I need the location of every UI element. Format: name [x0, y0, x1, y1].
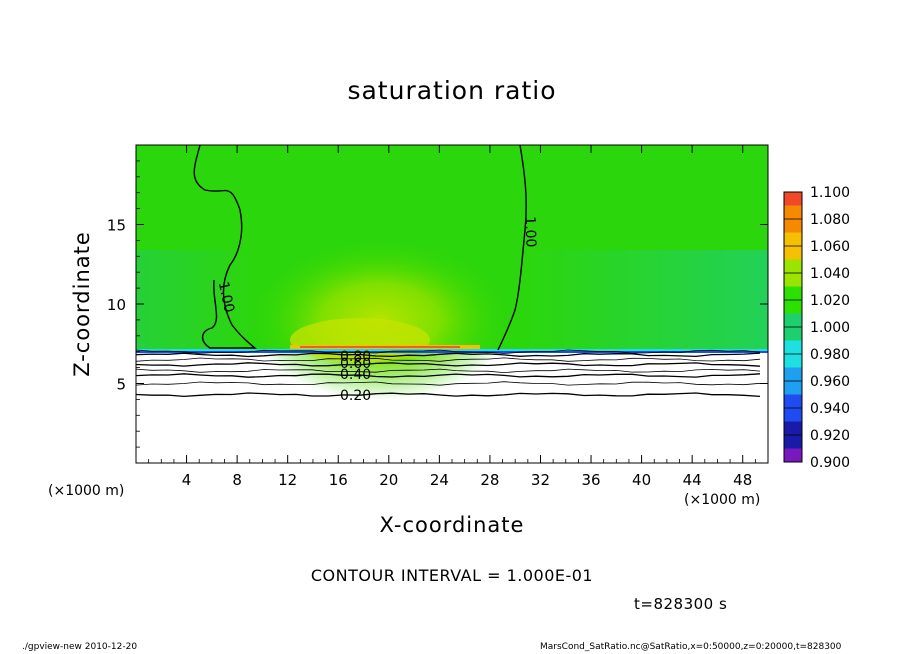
colorbar-segment	[784, 246, 802, 260]
colorbar-segment	[784, 273, 802, 287]
x-tick-label: 44	[683, 471, 702, 489]
colorbar-segment	[784, 259, 802, 273]
field-left-patch	[136, 250, 256, 352]
x-tick-label: 4	[182, 471, 192, 489]
contour-line	[136, 352, 761, 358]
colorbar-segment	[784, 327, 802, 341]
contour-label-100-right: 1.00	[521, 216, 538, 248]
y-tick-label: 5	[116, 376, 126, 394]
colorbar-label: 1.100	[810, 185, 850, 201]
contour-label-060: 0.60	[340, 356, 371, 372]
field-blue-band	[136, 351, 768, 353]
colorbar-segment	[784, 381, 802, 395]
colorbar-label: 0.980	[810, 347, 850, 363]
colorbar-label: 0.900	[810, 455, 850, 471]
contour-line	[136, 362, 761, 367]
contour-interval-value: 1.000E-01	[506, 566, 594, 585]
y-ticks: 5 10 15	[107, 160, 768, 448]
y-tick-label: 10	[107, 296, 126, 314]
contour-interval-label: CONTOUR INTERVAL = 1.000E-01	[310, 566, 594, 585]
x-tick-label: 40	[632, 471, 651, 489]
colorbar-segment	[784, 313, 802, 327]
contour-label-100-left: 1.00	[215, 280, 237, 314]
contour-label-080: 0.80	[340, 349, 371, 365]
y-axis-label: Z-coordinate	[70, 231, 94, 377]
x-tick-label: 36	[581, 471, 600, 489]
colorbar-label: 1.060	[810, 239, 850, 255]
colorbar-segment	[784, 192, 802, 206]
colorbar-label: 0.960	[810, 374, 850, 390]
contour-lines	[136, 349, 761, 398]
x-tick-label: 32	[531, 471, 550, 489]
colorbar-segment	[784, 408, 802, 422]
colorbar-segment	[784, 394, 802, 408]
colorbar-label: 0.920	[810, 428, 850, 444]
contour-label-020: 0.20	[340, 388, 371, 404]
contour-label-040: 0.40	[340, 367, 371, 383]
contour-line	[136, 373, 761, 378]
colorbar-segment	[784, 205, 802, 219]
colorbar-segment	[784, 435, 802, 449]
x-ticks: 4 8 12 16 20 24 28 32 36 40 44 48	[148, 145, 756, 489]
y-tick-label: 15	[107, 217, 126, 235]
colorbar-segment	[784, 232, 802, 246]
x-tick-label: 20	[379, 471, 398, 489]
colorbar-label: 1.020	[810, 293, 850, 309]
colorbar-segment	[784, 448, 802, 462]
footer-right: MarsCond_SatRatio.nc@SatRatio,x=0:50000,…	[540, 642, 842, 652]
colorbar-segment	[784, 300, 802, 314]
x-tick-label: 48	[733, 471, 752, 489]
colorbar-segment	[784, 286, 802, 300]
contour-100-right	[497, 145, 527, 351]
heatmap-field	[136, 145, 768, 463]
contour-line	[136, 392, 761, 398]
x-tick-label: 12	[278, 471, 297, 489]
colorbar-segment	[784, 354, 802, 368]
x-tick-label: 24	[430, 471, 449, 489]
contour-line	[136, 349, 761, 354]
x-tick-label: 16	[329, 471, 348, 489]
colorbar-label: 1.080	[810, 212, 850, 228]
colorbar-segment	[784, 421, 802, 435]
colorbar-label: 1.040	[810, 266, 850, 282]
field-red-band	[300, 346, 460, 348]
contour-line	[136, 357, 761, 362]
field-right-patch	[520, 250, 768, 352]
x-unit-left: (×1000 m)	[48, 483, 125, 499]
colorbar-segment	[784, 367, 802, 381]
footer-left: ./gpview-new 2010-12-20	[22, 642, 138, 652]
colorbar-label: 1.000	[810, 320, 850, 336]
colorbar-segment	[784, 219, 802, 233]
x-tick-label: 28	[480, 471, 499, 489]
contour-line	[136, 368, 761, 374]
x-unit-right: (×1000 m)	[684, 492, 761, 508]
time-label: t=828300 s	[634, 595, 728, 613]
colorbar-segment	[784, 340, 802, 354]
colorbar-label: 0.940	[810, 401, 850, 417]
field-cyan-band	[136, 349, 768, 352]
x-axis-label: X-coordinate	[379, 513, 525, 537]
colorbar: 0.900 0.920 0.940 0.960 0.980 1.000 1.020 1.040…	[783, 185, 850, 471]
contour-100-left	[193, 145, 257, 349]
x-tick-label: 8	[232, 471, 242, 489]
chart-title: saturation ratio	[347, 76, 557, 105]
contour-line	[136, 381, 761, 386]
